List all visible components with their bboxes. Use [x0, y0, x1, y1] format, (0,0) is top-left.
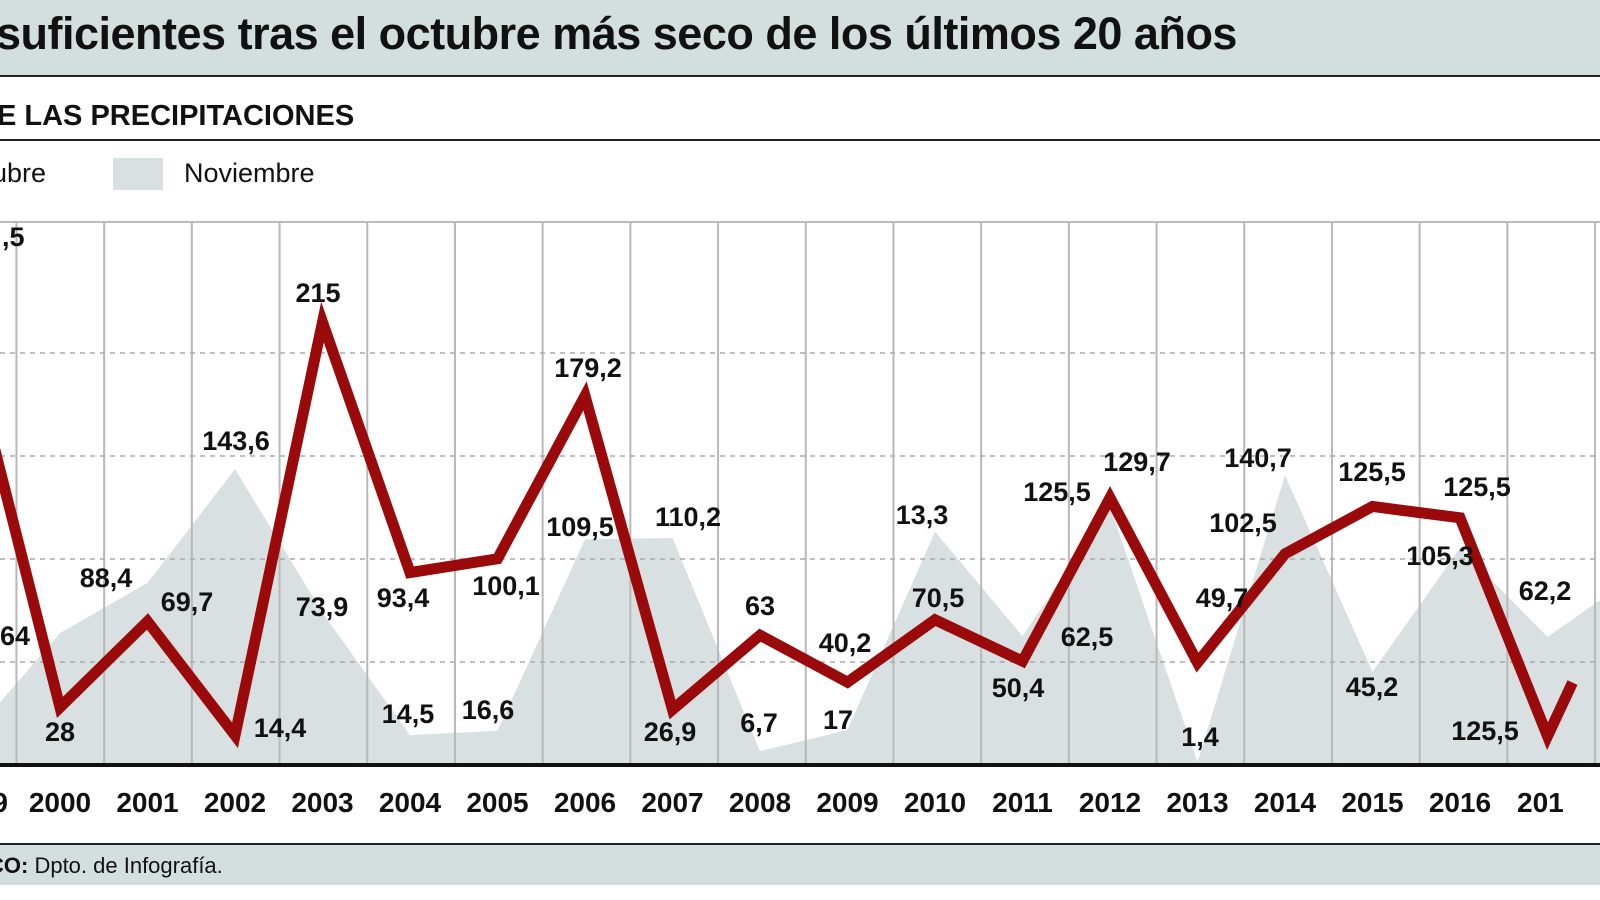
november-data-label: 45,2 [1346, 672, 1399, 702]
year-tick-label: 2009 [816, 787, 878, 818]
november-data-label: 143,6 [202, 426, 270, 456]
chart-title: suficientes tras el octubre más seco de … [0, 8, 1237, 59]
november-data-label: 109,5 [546, 512, 614, 542]
november-data-label: 73,9 [296, 592, 349, 622]
october-data-label: 125,5 [1443, 472, 1511, 502]
year-tick-label: 2007 [641, 787, 703, 818]
october-data-label: 100,1 [472, 571, 540, 601]
source-label: CO: [0, 853, 29, 878]
legend-november-label: Noviembre [184, 158, 315, 188]
source-text: Dpto. de Infografía. [28, 853, 223, 878]
chart-subtitle: E LAS PRECIPITACIONES [0, 100, 355, 132]
year-tick-label: 9 [0, 787, 8, 818]
october-data-label: 179,2 [554, 353, 622, 383]
october-data-label: 125,5 [1338, 457, 1406, 487]
november-data-label: 125,5 [1023, 477, 1091, 507]
year-tick-label: 2003 [291, 787, 353, 818]
subtitle-divider [0, 139, 1600, 141]
october-data-label: 14,4 [254, 713, 307, 743]
footer: CO: Dpto. de Infografía. [0, 843, 1600, 885]
november-data-label: 14,5 [382, 699, 435, 729]
november-data-label: 1,4 [1181, 722, 1219, 752]
october-data-label: 69,7 [161, 587, 214, 617]
october-data-label: 215 [295, 278, 340, 308]
year-tick-label: 2014 [1254, 787, 1317, 818]
year-tick-label: 2010 [904, 787, 966, 818]
year-tick-label: 2012 [1079, 787, 1141, 818]
legend-october-label: ubre [0, 158, 47, 188]
october-data-label: 26,9 [644, 717, 697, 747]
year-tick-label: 2013 [1166, 787, 1228, 818]
november-data-label: 62,5 [1061, 622, 1114, 652]
year-tick-label: 2008 [729, 787, 791, 818]
october-data-label: 70,5 [912, 583, 965, 613]
november-data-label: 6,7 [740, 708, 778, 738]
november-data-label: 62,2 [1519, 576, 1572, 606]
october-data-label: 40,2 [819, 628, 872, 658]
year-tick-label: 2002 [204, 787, 266, 818]
october-data-label: 28 [45, 717, 75, 747]
november-data-label: 110,2 [655, 502, 721, 532]
october-data-label: 93,4 [377, 583, 430, 613]
october-data-label: 63 [745, 591, 775, 621]
year-tick-label: 2000 [29, 787, 91, 818]
october-data-label: 50,4 [992, 673, 1045, 703]
november-data-label: 16,6 [462, 695, 515, 725]
legend-november-swatch [113, 158, 163, 190]
year-tick-label: 201 [1517, 787, 1564, 818]
year-tick-label: 2005 [466, 787, 528, 818]
november-data-label: 88,4 [80, 563, 133, 593]
november-data-label: 105,3 [1406, 541, 1474, 571]
year-tick-label: 2011 [992, 787, 1053, 818]
year-tick-label: 2015 [1341, 787, 1403, 818]
october-line [0, 301, 1578, 750]
november-data-label: 17 [823, 705, 853, 735]
october-data-label: 129,7 [1103, 447, 1171, 477]
october-data-label: 49,7 [1196, 583, 1249, 613]
november-data-label: 64 [0, 621, 30, 651]
november-data-label: 140,7 [1224, 443, 1292, 473]
november-area [0, 469, 1600, 765]
year-tick-label: 2016 [1429, 787, 1491, 818]
source-note: CO: Dpto. de Infografía. [0, 853, 223, 879]
year-tick-label: 2004 [379, 787, 442, 818]
year-tick-label: 2001 [116, 787, 178, 818]
october-data-label: 102,5 [1209, 508, 1277, 538]
year-tick-label: 2006 [554, 787, 616, 818]
october-data-label: 125,5 [1451, 716, 1519, 746]
october-data-label: ,5 [2, 222, 25, 252]
title-band: suficientes tras el octubre más seco de … [0, 0, 1600, 77]
november-data-label: 13,3 [896, 500, 949, 530]
